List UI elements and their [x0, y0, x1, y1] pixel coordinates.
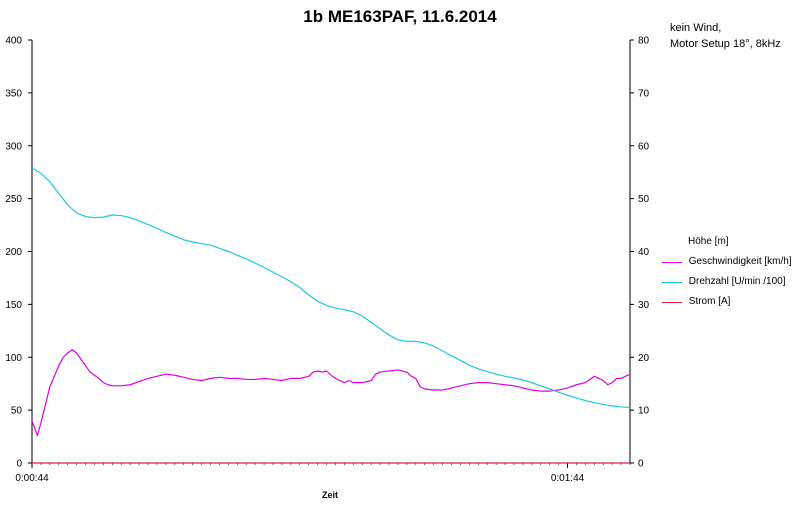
x-axis-label: Zeit: [322, 490, 338, 500]
y-right-tick-label: 80: [638, 36, 650, 47]
y-left-tick-label: 50: [11, 406, 23, 417]
y-right-tick-label: 20: [638, 353, 650, 364]
y-left-tick-label: 100: [5, 353, 22, 364]
axes: 0 50 100 150 200 250 300 350 400 0 10 20 30 40 50 60 70 8…: [5, 36, 649, 485]
y-left-tick-label: 250: [5, 194, 22, 205]
series-line-2: [31, 167, 631, 409]
y-left-tick-label: 400: [5, 36, 22, 47]
chart-title: 1b ME163PAF, 11.6.2014: [303, 7, 497, 26]
y-left-tick-label: 350: [5, 88, 22, 99]
series-line-1: [31, 349, 631, 437]
y-left-tick-label: 200: [5, 247, 22, 258]
legend-swatch-drehzahl: [662, 281, 682, 283]
x-tick-label: 0:00:44: [15, 473, 49, 484]
series-layer: [31, 167, 631, 464]
y-right-tick-label: 60: [638, 141, 650, 152]
legend-swatch-geschwindigkeit: [662, 261, 682, 263]
legend-swatch-strom: [662, 301, 682, 303]
y-right-tick-label: 70: [638, 88, 650, 99]
y-left-tick-label: 150: [5, 300, 22, 311]
y-right-tick-label: 0: [638, 459, 644, 470]
legend-item-geschwindigkeit: Geschwindigkeit [km/h]: [662, 252, 798, 272]
legend-label-hoehe: Höhe [m]: [688, 236, 729, 247]
legend-item-drehzahl: Drehzahl [U/min /100]: [662, 272, 798, 292]
note-line-2: Motor Setup 18°, 8kHz: [670, 38, 781, 50]
chart-note: kein Wind, Motor Setup 18°, 8kHz: [670, 20, 781, 52]
y-right-tick-label: 10: [638, 406, 650, 417]
legend: Höhe [m] Geschwindigkeit [km/h] Drehzahl…: [662, 232, 798, 312]
y-left-tick-label: 300: [5, 141, 22, 152]
x-tick-label: 0:01:44: [551, 473, 585, 484]
legend-label-geschwindigkeit: Geschwindigkeit [km/h]: [688, 256, 792, 267]
note-line-1: kein Wind,: [670, 22, 722, 34]
legend-item-hoehe: Höhe [m]: [662, 232, 798, 252]
legend-label-strom: Strom [A]: [688, 296, 731, 307]
legend-item-strom: Strom [A]: [662, 292, 798, 312]
y-right-tick-label: 30: [638, 300, 650, 311]
legend-label-drehzahl: Drehzahl [U/min /100]: [688, 276, 786, 287]
y-right-tick-label: 40: [638, 247, 650, 258]
y-left-tick-label: 0: [16, 459, 22, 470]
y-right-tick-label: 50: [638, 194, 650, 205]
